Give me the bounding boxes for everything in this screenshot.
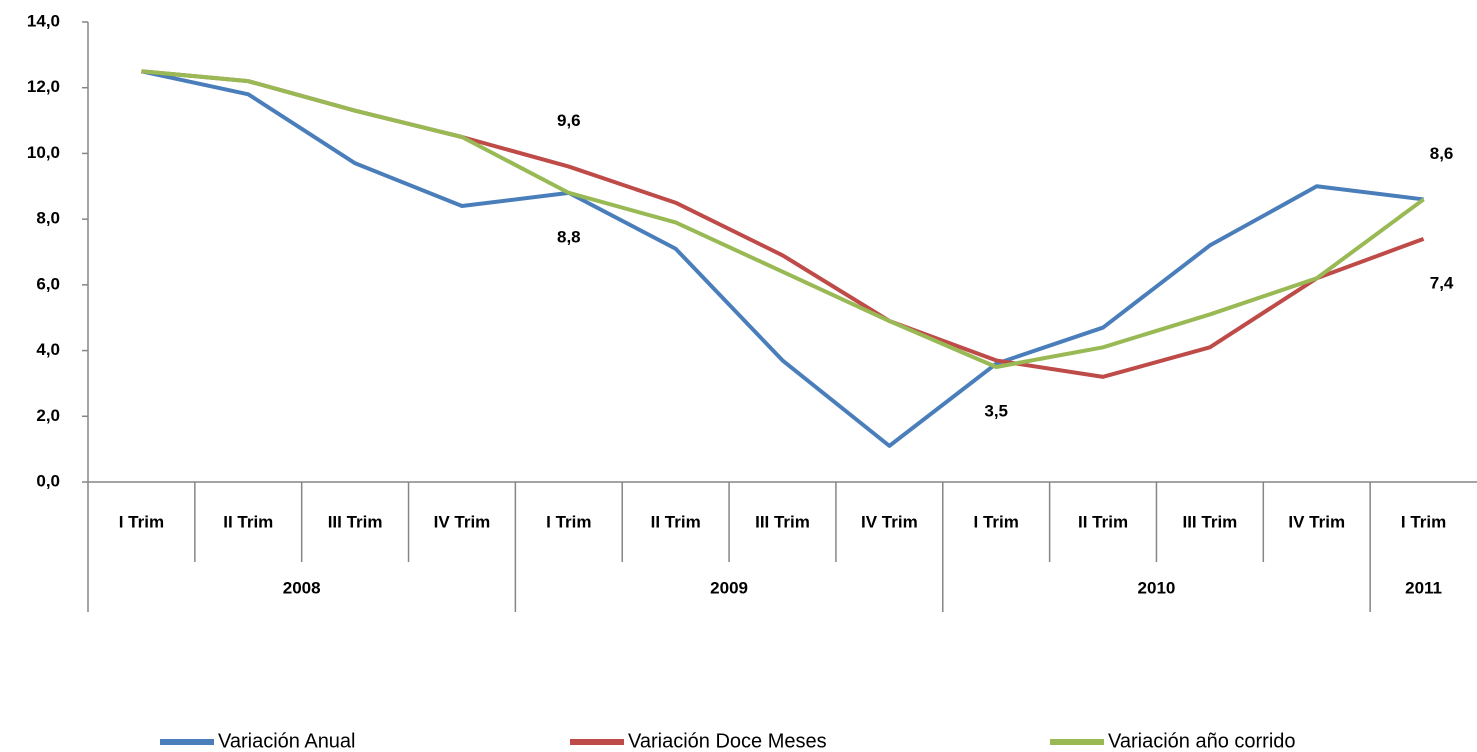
y-tick-label: 0,0 [36,471,60,490]
y-tick-label: 2,0 [36,406,60,425]
series-line [141,69,1425,379]
data-label: 7,4 [1430,273,1454,292]
series-line [141,69,1425,369]
data-label: 8,8 [557,227,581,246]
y-tick-label: 12,0 [27,77,60,96]
y-tick-label: 10,0 [27,143,60,162]
x-tick-label: IV Trim [1288,512,1345,531]
data-label: 9,6 [557,111,581,130]
data-label: 8,6 [1430,144,1454,163]
year-label: 2008 [283,578,321,597]
year-label: 2010 [1138,578,1176,597]
legend-text: Variación año corrido [1108,730,1296,752]
y-tick-label: 6,0 [36,274,60,293]
series-line [141,69,1424,448]
y-tick-label: 4,0 [36,340,60,359]
x-tick-label: II Trim [223,512,273,531]
x-tick-label: II Trim [651,512,701,531]
legend-text: Variación Doce Meses [628,730,827,752]
x-tick-label: I Trim [974,512,1019,531]
legend-text: Variación Anual [218,730,356,752]
x-tick-label: II Trim [1078,512,1128,531]
x-tick-label: IV Trim [434,512,491,531]
x-tick-label: III Trim [1182,512,1237,531]
year-label: 2009 [710,578,748,597]
x-tick-label: I Trim [1401,512,1446,531]
x-tick-label: I Trim [119,512,164,531]
x-tick-label: III Trim [755,512,810,531]
y-tick-label: 14,0 [27,11,60,30]
y-tick-label: 8,0 [36,209,60,228]
data-label: 3,5 [984,401,1008,420]
x-tick-label: III Trim [328,512,383,531]
year-label: 2011 [1405,578,1442,597]
x-tick-label: IV Trim [861,512,918,531]
x-tick-label: I Trim [546,512,591,531]
